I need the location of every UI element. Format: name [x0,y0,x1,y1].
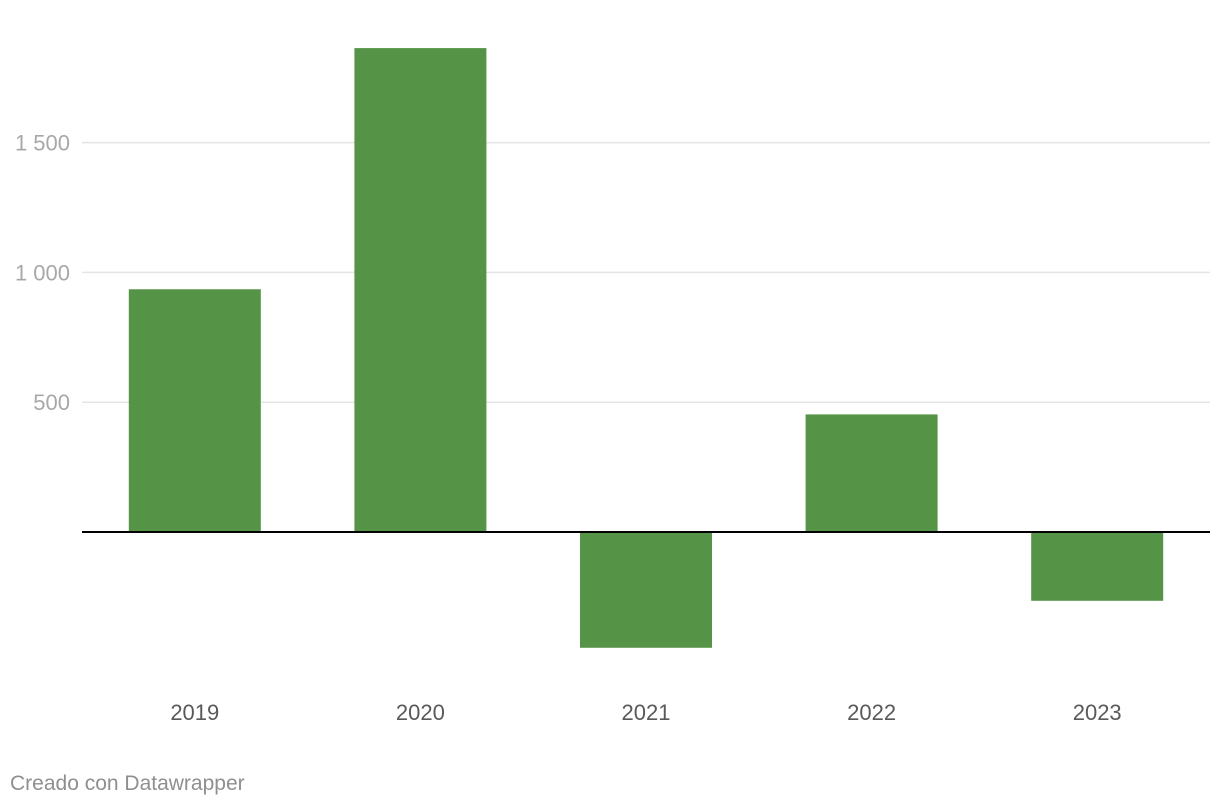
bar-2022 [805,414,938,532]
y-axis-tick-labels: 500 1 000 1 500 [6,128,76,417]
y-tick-label: 1 500 [15,131,70,156]
x-category-label: 2020 [396,700,445,725]
bar-2021 [580,532,712,648]
x-category-label: 2023 [1073,700,1122,725]
bar-2020 [354,48,487,533]
bar-2023 [1031,532,1164,601]
bar-2019 [128,289,261,532]
y-tick-label: 500 [33,390,70,415]
gridlines [82,141,1210,403]
x-category-label: 2019 [170,700,219,725]
bars [128,48,1164,648]
datawrapper-credit[interactable]: Creado con Datawrapper [10,772,245,795]
x-category-label: 2021 [622,700,671,725]
tick-label-backing [6,388,76,417]
tick-label-backing [6,128,76,157]
x-category-label: 2022 [847,700,896,725]
y-tick-label: 1 000 [15,260,70,285]
tick-label-backing [6,258,76,287]
x-axis-category-labels: 2019 2020 2021 2022 2023 [170,700,1121,725]
